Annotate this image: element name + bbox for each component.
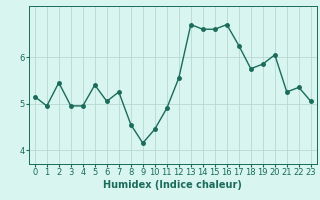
X-axis label: Humidex (Indice chaleur): Humidex (Indice chaleur): [103, 180, 242, 190]
